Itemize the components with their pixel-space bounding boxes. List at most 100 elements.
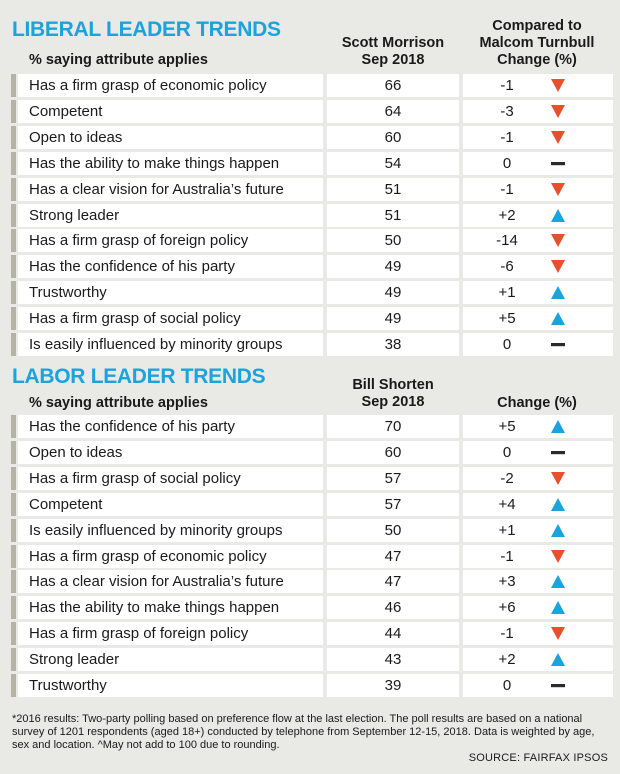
triangle-down-icon: [551, 234, 565, 248]
value-cell: 70: [327, 415, 459, 438]
value-cell: 46: [327, 596, 459, 620]
change-cell: +2: [463, 648, 613, 672]
value-cell: 66: [327, 74, 459, 97]
value-cell: 44: [327, 622, 459, 646]
value-cell: 43: [327, 648, 459, 672]
labor-title: LABOR LEADER TRENDS: [12, 365, 266, 388]
row-marker: [11, 203, 16, 227]
attribute-label: Has a firm grasp of social policy: [18, 307, 323, 331]
triangle-up-icon: [551, 208, 565, 222]
attribute-label: Has a firm grasp of economic policy: [18, 544, 323, 568]
dash-icon: [551, 684, 565, 688]
change-cell: +3: [463, 570, 613, 594]
row-marker: [11, 307, 16, 331]
value-cell: 51: [327, 203, 459, 227]
value-cell: 60: [327, 125, 459, 149]
attribute-label: Has the confidence of his party: [18, 415, 323, 438]
triangle-down-icon: [551, 79, 565, 92]
triangle-up-icon: [551, 653, 565, 667]
change-value: -1: [500, 547, 514, 565]
labor-subtitle: % saying attribute applies: [29, 395, 208, 411]
change-cell: 0: [463, 151, 613, 175]
value-cell: 49: [327, 281, 459, 305]
dash-icon: [551, 343, 565, 347]
change-value: +1: [498, 521, 516, 539]
liberal-value-header-name: Scott Morrison: [341, 35, 445, 51]
value-cell: 54: [327, 151, 459, 175]
attribute-label: Strong leader: [18, 203, 323, 227]
change-cell: -1: [463, 177, 613, 201]
value-cell: 50: [327, 518, 459, 542]
change-cell: +2: [463, 203, 613, 227]
row-marker: [11, 466, 16, 490]
change-value: -14: [496, 232, 518, 250]
row-marker: [11, 648, 16, 672]
labor-change-header: Change (%): [462, 395, 612, 412]
change-value: 0: [502, 443, 512, 461]
change-cell: -3: [463, 99, 613, 123]
liberal-value-header: Scott Morrison Sep 2018: [327, 35, 459, 69]
value-cell: 51: [327, 177, 459, 201]
change-value: -1: [500, 77, 514, 94]
row-marker: [11, 440, 16, 464]
row-marker: [11, 255, 16, 279]
row-marker: [11, 415, 16, 438]
row-marker: [11, 674, 16, 697]
attribute-label: Competent: [18, 492, 323, 516]
triangle-down-icon: [551, 260, 565, 274]
attribute-label: Has a clear vision for Australia’s futur…: [18, 177, 323, 201]
attribute-label: Has the ability to make things happen: [18, 151, 323, 175]
change-value: 0: [502, 677, 512, 694]
liberal-change-header-line2: Malcom Turnbull: [479, 35, 595, 51]
row-marker: [11, 518, 16, 542]
triangle-down-icon: [551, 130, 565, 144]
row-marker: [11, 151, 16, 175]
value-cell: 49: [327, 255, 459, 279]
triangle-up-icon: [551, 601, 565, 615]
attribute-label: Has a clear vision for Australia’s futur…: [18, 570, 323, 594]
row-marker: [11, 622, 16, 646]
value-cell: 47: [327, 570, 459, 594]
change-cell: +4: [463, 492, 613, 516]
row-marker: [11, 74, 16, 97]
labor-value-header-date: Sep 2018: [361, 394, 425, 410]
row-marker: [11, 596, 16, 620]
attribute-label: Open to ideas: [18, 125, 323, 149]
change-value: -1: [500, 625, 514, 643]
dash-icon: [551, 161, 565, 165]
change-value: 0: [502, 336, 512, 353]
change-value: +5: [498, 418, 516, 435]
change-cell: 0: [463, 674, 613, 697]
change-cell: -14: [463, 229, 613, 253]
attribute-label: Has the confidence of his party: [18, 255, 323, 279]
change-value: 0: [502, 154, 512, 172]
liberal-change-header-line1: Compared to: [492, 18, 582, 34]
change-value: +1: [498, 284, 516, 302]
liberal-change-header-line3: Change (%): [497, 52, 577, 68]
change-value: -6: [500, 258, 514, 276]
change-cell: +1: [463, 518, 613, 542]
triangle-up-icon: [551, 286, 565, 300]
change-value: +6: [498, 599, 516, 617]
triangle-up-icon: [551, 523, 565, 537]
triangle-down-icon: [551, 549, 565, 563]
triangle-down-icon: [551, 627, 565, 641]
change-value: +3: [498, 573, 516, 591]
triangle-up-icon: [551, 575, 565, 589]
change-cell: 0: [463, 440, 613, 464]
change-cell: +5: [463, 415, 613, 438]
change-cell: -1: [463, 74, 613, 97]
row-marker: [11, 281, 16, 305]
change-value: +5: [498, 310, 516, 328]
change-cell: +5: [463, 307, 613, 331]
attribute-label: Trustworthy: [18, 281, 323, 305]
value-cell: 64: [327, 99, 459, 123]
attribute-label: Has a firm grasp of social policy: [18, 466, 323, 490]
change-cell: 0: [463, 333, 613, 356]
attribute-label: Is easily influenced by minority groups: [18, 333, 323, 356]
liberal-value-header-date: Sep 2018: [361, 52, 425, 68]
labor-value-header-name: Bill Shorten: [352, 377, 434, 393]
change-cell: +6: [463, 596, 613, 620]
change-value: -1: [500, 180, 514, 198]
labor-change-header-line3: Change (%): [497, 395, 577, 411]
